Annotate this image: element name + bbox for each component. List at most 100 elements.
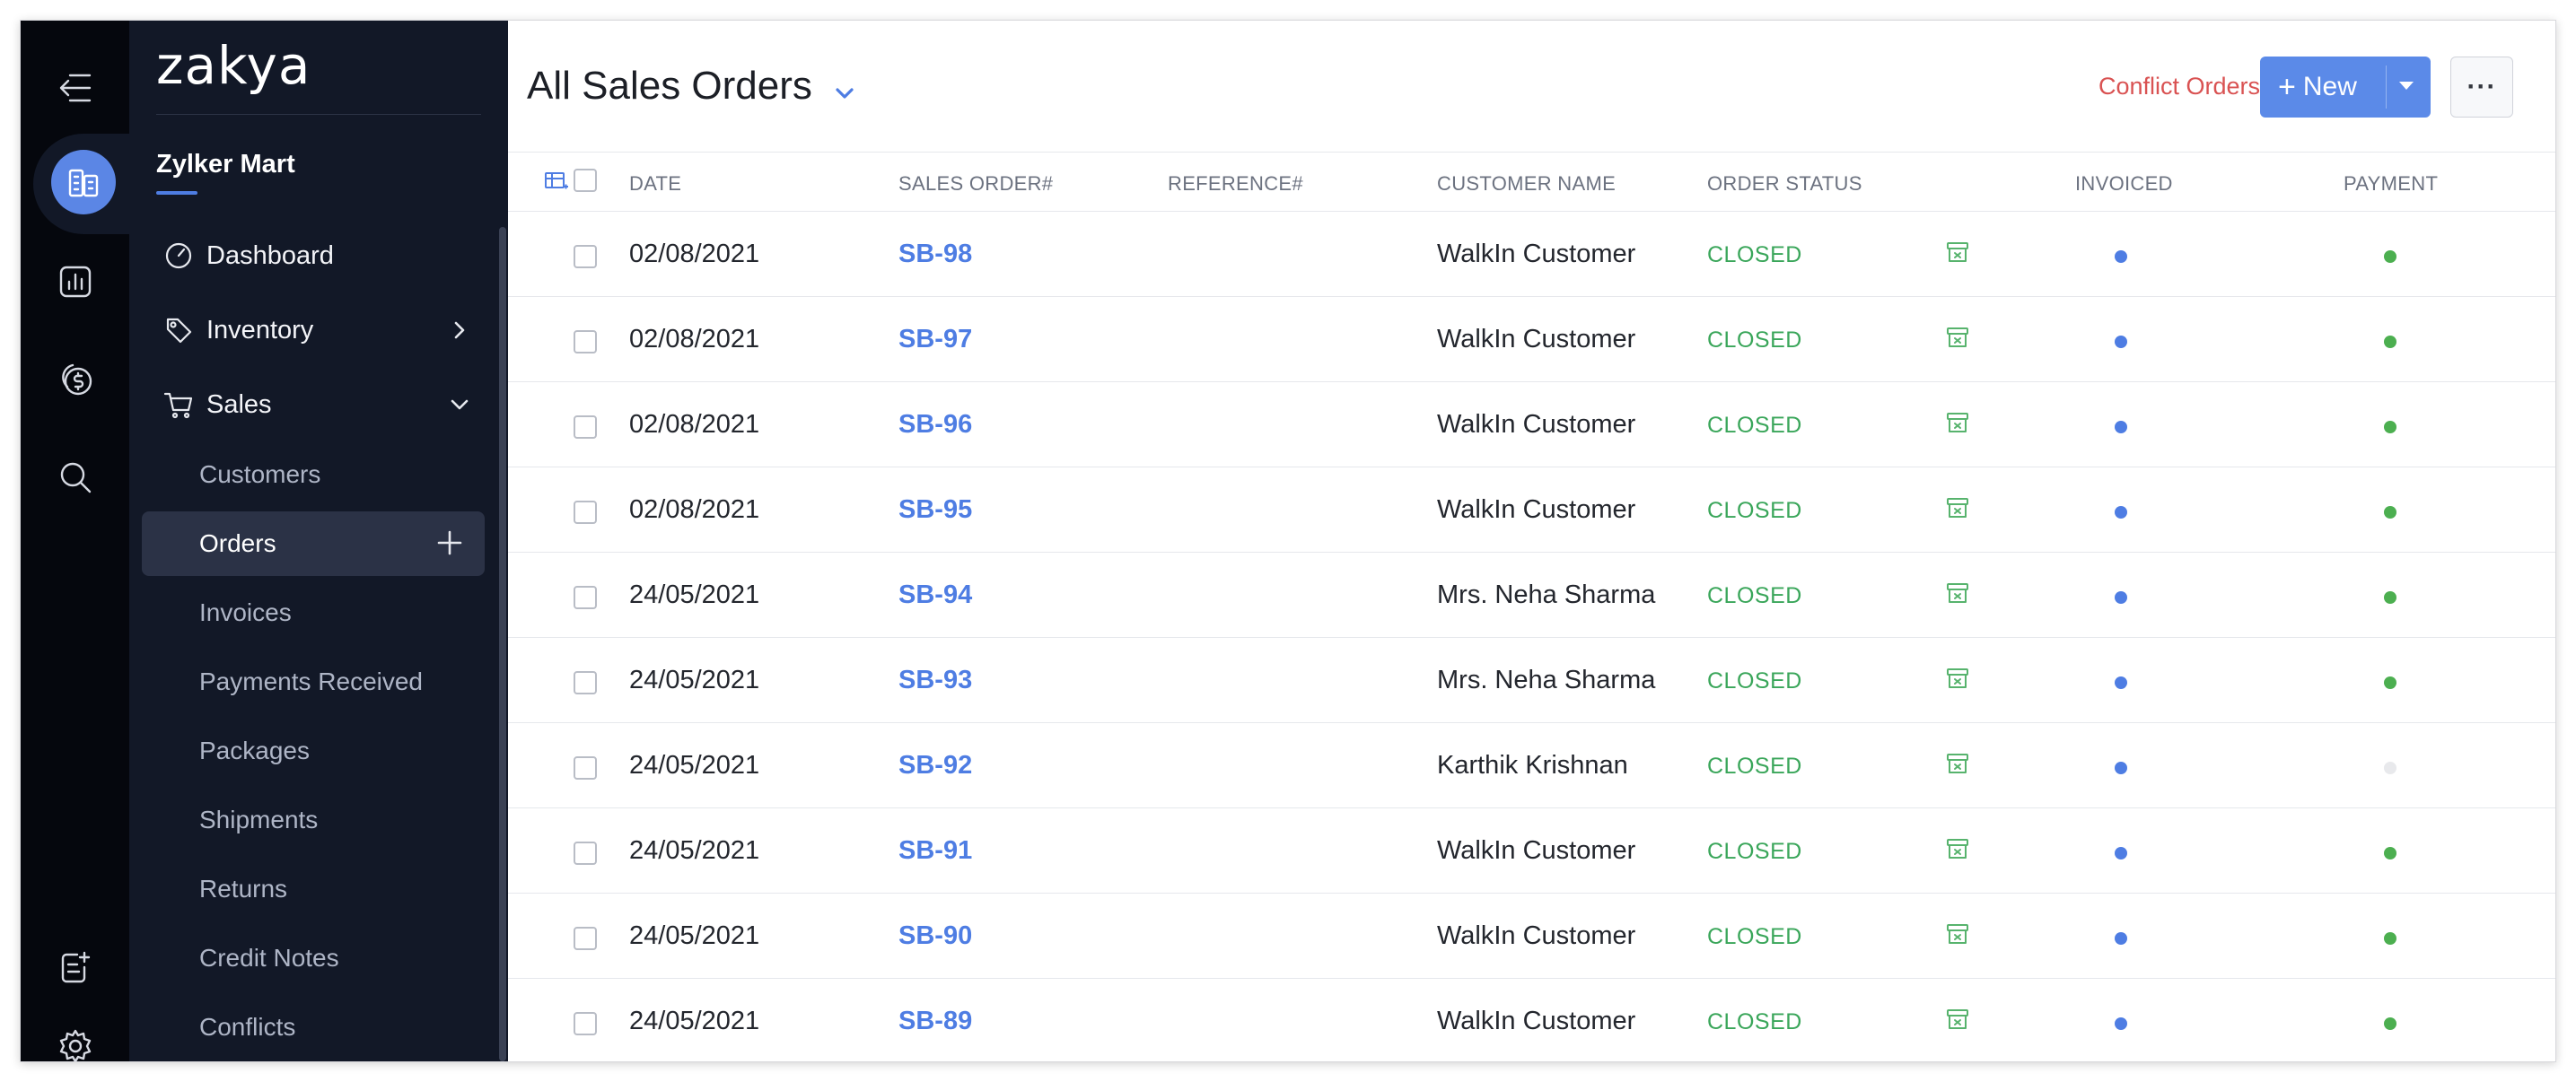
row-checkbox[interactable] (574, 245, 597, 268)
sidebar-item-label: Inventory (206, 315, 314, 345)
archive-box-icon[interactable] (1946, 922, 1969, 950)
chevron-down-icon (447, 392, 472, 424)
column-header-payment[interactable]: PAYMENT (2344, 172, 2439, 195)
archive-box-icon[interactable] (1946, 1008, 1969, 1035)
sidebar-item-shipments[interactable]: Shipments (199, 806, 319, 833)
archive-box-icon[interactable] (1946, 837, 1969, 865)
conflict-orders-link[interactable]: Conflict Orders: 2 (2098, 73, 2288, 100)
sidebar-item-customers[interactable]: Customers (199, 460, 321, 488)
view-dropdown-chevron-icon[interactable] (834, 85, 855, 106)
column-header-date[interactable]: DATE (629, 172, 682, 195)
archive-box-icon[interactable] (1946, 496, 1969, 524)
settings-gear-icon[interactable] (21, 1025, 129, 1061)
archive-box-icon[interactable] (1946, 240, 1969, 268)
new-order-button[interactable]: + New (2260, 57, 2431, 118)
order-date: 02/08/2021 (629, 240, 760, 268)
column-header-customer-name[interactable]: CUSTOMER NAME (1437, 172, 1617, 195)
archive-box-icon[interactable] (1946, 667, 1969, 694)
more-options-button[interactable]: ··· (2450, 57, 2513, 118)
column-settings-icon[interactable] (544, 170, 569, 198)
row-checkbox[interactable] (574, 1012, 597, 1035)
payment-status-dot (2384, 847, 2396, 859)
organization-name[interactable]: Zylker Mart (156, 150, 295, 179)
sales-order-link[interactable]: SB-91 (898, 836, 973, 865)
order-status-badge: CLOSED (1707, 668, 1802, 694)
sidebar-item-credit-notes[interactable]: Credit Notes (199, 944, 339, 972)
table-row[interactable]: 24/05/2021 SB-94 Mrs. Neha Sharma CLOSED (508, 553, 2555, 638)
collapse-menu-icon[interactable] (21, 67, 129, 109)
add-order-plus-icon[interactable] (434, 528, 465, 564)
organization-underline (156, 191, 197, 195)
select-all-checkbox[interactable] (574, 169, 597, 192)
sidebar-item-orders[interactable]: Orders (142, 511, 485, 576)
column-header-invoiced[interactable]: INVOICED (2075, 172, 2173, 195)
row-checkbox[interactable] (574, 927, 597, 950)
archive-box-icon[interactable] (1946, 581, 1969, 609)
row-checkbox[interactable] (574, 756, 597, 780)
sales-order-link[interactable]: SB-94 (898, 580, 973, 609)
payment-status-dot (2384, 762, 2396, 774)
row-checkbox[interactable] (574, 586, 597, 609)
table-row[interactable]: 24/05/2021 SB-90 WalkIn Customer CLOSED (508, 894, 2555, 979)
invoiced-status-dot (2115, 762, 2127, 774)
invoiced-status-dot (2115, 932, 2127, 945)
column-header-order-status[interactable]: ORDER STATUS (1707, 172, 1862, 195)
sidebar-item-packages[interactable]: Packages (199, 737, 310, 764)
archive-box-icon[interactable] (1946, 411, 1969, 439)
sales-order-link[interactable]: SB-89 (898, 1007, 973, 1035)
table-row[interactable]: 02/08/2021 SB-95 WalkIn Customer CLOSED (508, 467, 2555, 553)
checklist-icon[interactable] (21, 947, 129, 988)
order-status-badge: CLOSED (1707, 413, 1802, 438)
caret-down-icon[interactable] (2399, 82, 2414, 90)
reports-chart-icon[interactable] (21, 261, 129, 302)
row-checkbox[interactable] (574, 330, 597, 353)
payment-status-dot (2384, 421, 2396, 433)
rail-item-store-active[interactable] (33, 134, 129, 234)
sales-order-link[interactable]: SB-90 (898, 921, 973, 950)
cart-icon (156, 390, 201, 419)
payment-status-dot (2384, 1017, 2396, 1030)
table-row[interactable]: 24/05/2021 SB-91 WalkIn Customer CLOSED (508, 808, 2555, 894)
sidebar-item-label: Dashboard (206, 240, 334, 270)
row-checkbox[interactable] (574, 415, 597, 439)
sidebar-item-conflicts[interactable]: Conflicts (199, 1013, 296, 1041)
page-title[interactable]: All Sales Orders (527, 64, 812, 108)
sales-order-link[interactable]: SB-98 (898, 240, 973, 268)
payments-coins-icon[interactable] (21, 358, 129, 399)
row-checkbox[interactable] (574, 842, 597, 865)
sidebar-item-inventory[interactable]: Inventory (142, 298, 485, 362)
sales-order-link[interactable]: SB-96 (898, 410, 973, 439)
customer-name: WalkIn Customer (1437, 1007, 1636, 1035)
sidebar-item-label: Sales (206, 389, 272, 419)
table-row[interactable]: 02/08/2021 SB-96 WalkIn Customer CLOSED (508, 382, 2555, 467)
sales-order-link[interactable]: SB-93 (898, 666, 973, 694)
row-checkbox[interactable] (574, 671, 597, 694)
invoiced-status-dot (2115, 591, 2127, 604)
sales-order-link[interactable]: SB-95 (898, 495, 973, 524)
sidebar-item-payments-received[interactable]: Payments Received (199, 668, 424, 695)
archive-box-icon[interactable] (1946, 326, 1969, 353)
sidebar-item-dashboard[interactable]: Dashboard (142, 223, 485, 288)
row-checkbox[interactable] (574, 501, 597, 524)
sidebar-item-sales[interactable]: Sales (142, 372, 485, 437)
sidebar-item-returns[interactable]: Returns (199, 875, 288, 903)
table-row[interactable]: 24/05/2021 SB-89 WalkIn Customer CLOSED (508, 979, 2555, 1061)
sidebar-item-invoices[interactable]: Invoices (199, 598, 292, 626)
new-button-label: New (2302, 72, 2357, 101)
order-date: 24/05/2021 (629, 751, 760, 780)
order-date: 24/05/2021 (629, 580, 760, 609)
table-row[interactable]: 02/08/2021 SB-97 WalkIn Customer CLOSED (508, 297, 2555, 382)
sales-order-link[interactable]: SB-92 (898, 751, 973, 780)
table-row[interactable]: 24/05/2021 SB-92 Karthik Krishnan CLOSED (508, 723, 2555, 808)
sidebar-scrollbar[interactable] (499, 227, 506, 1061)
sales-order-link[interactable]: SB-97 (898, 325, 973, 353)
customer-name: WalkIn Customer (1437, 325, 1636, 353)
table-row[interactable]: 02/08/2021 SB-98 WalkIn Customer CLOSED (508, 212, 2555, 297)
search-icon[interactable] (21, 457, 129, 498)
column-header-reference[interactable]: REFERENCE# (1168, 172, 1303, 195)
order-status-badge: CLOSED (1707, 498, 1802, 523)
table-row[interactable]: 24/05/2021 SB-93 Mrs. Neha Sharma CLOSED (508, 638, 2555, 723)
archive-box-icon[interactable] (1946, 752, 1969, 780)
column-header-sales-order[interactable]: SALES ORDER# (898, 172, 1054, 195)
order-status-badge: CLOSED (1707, 839, 1802, 864)
